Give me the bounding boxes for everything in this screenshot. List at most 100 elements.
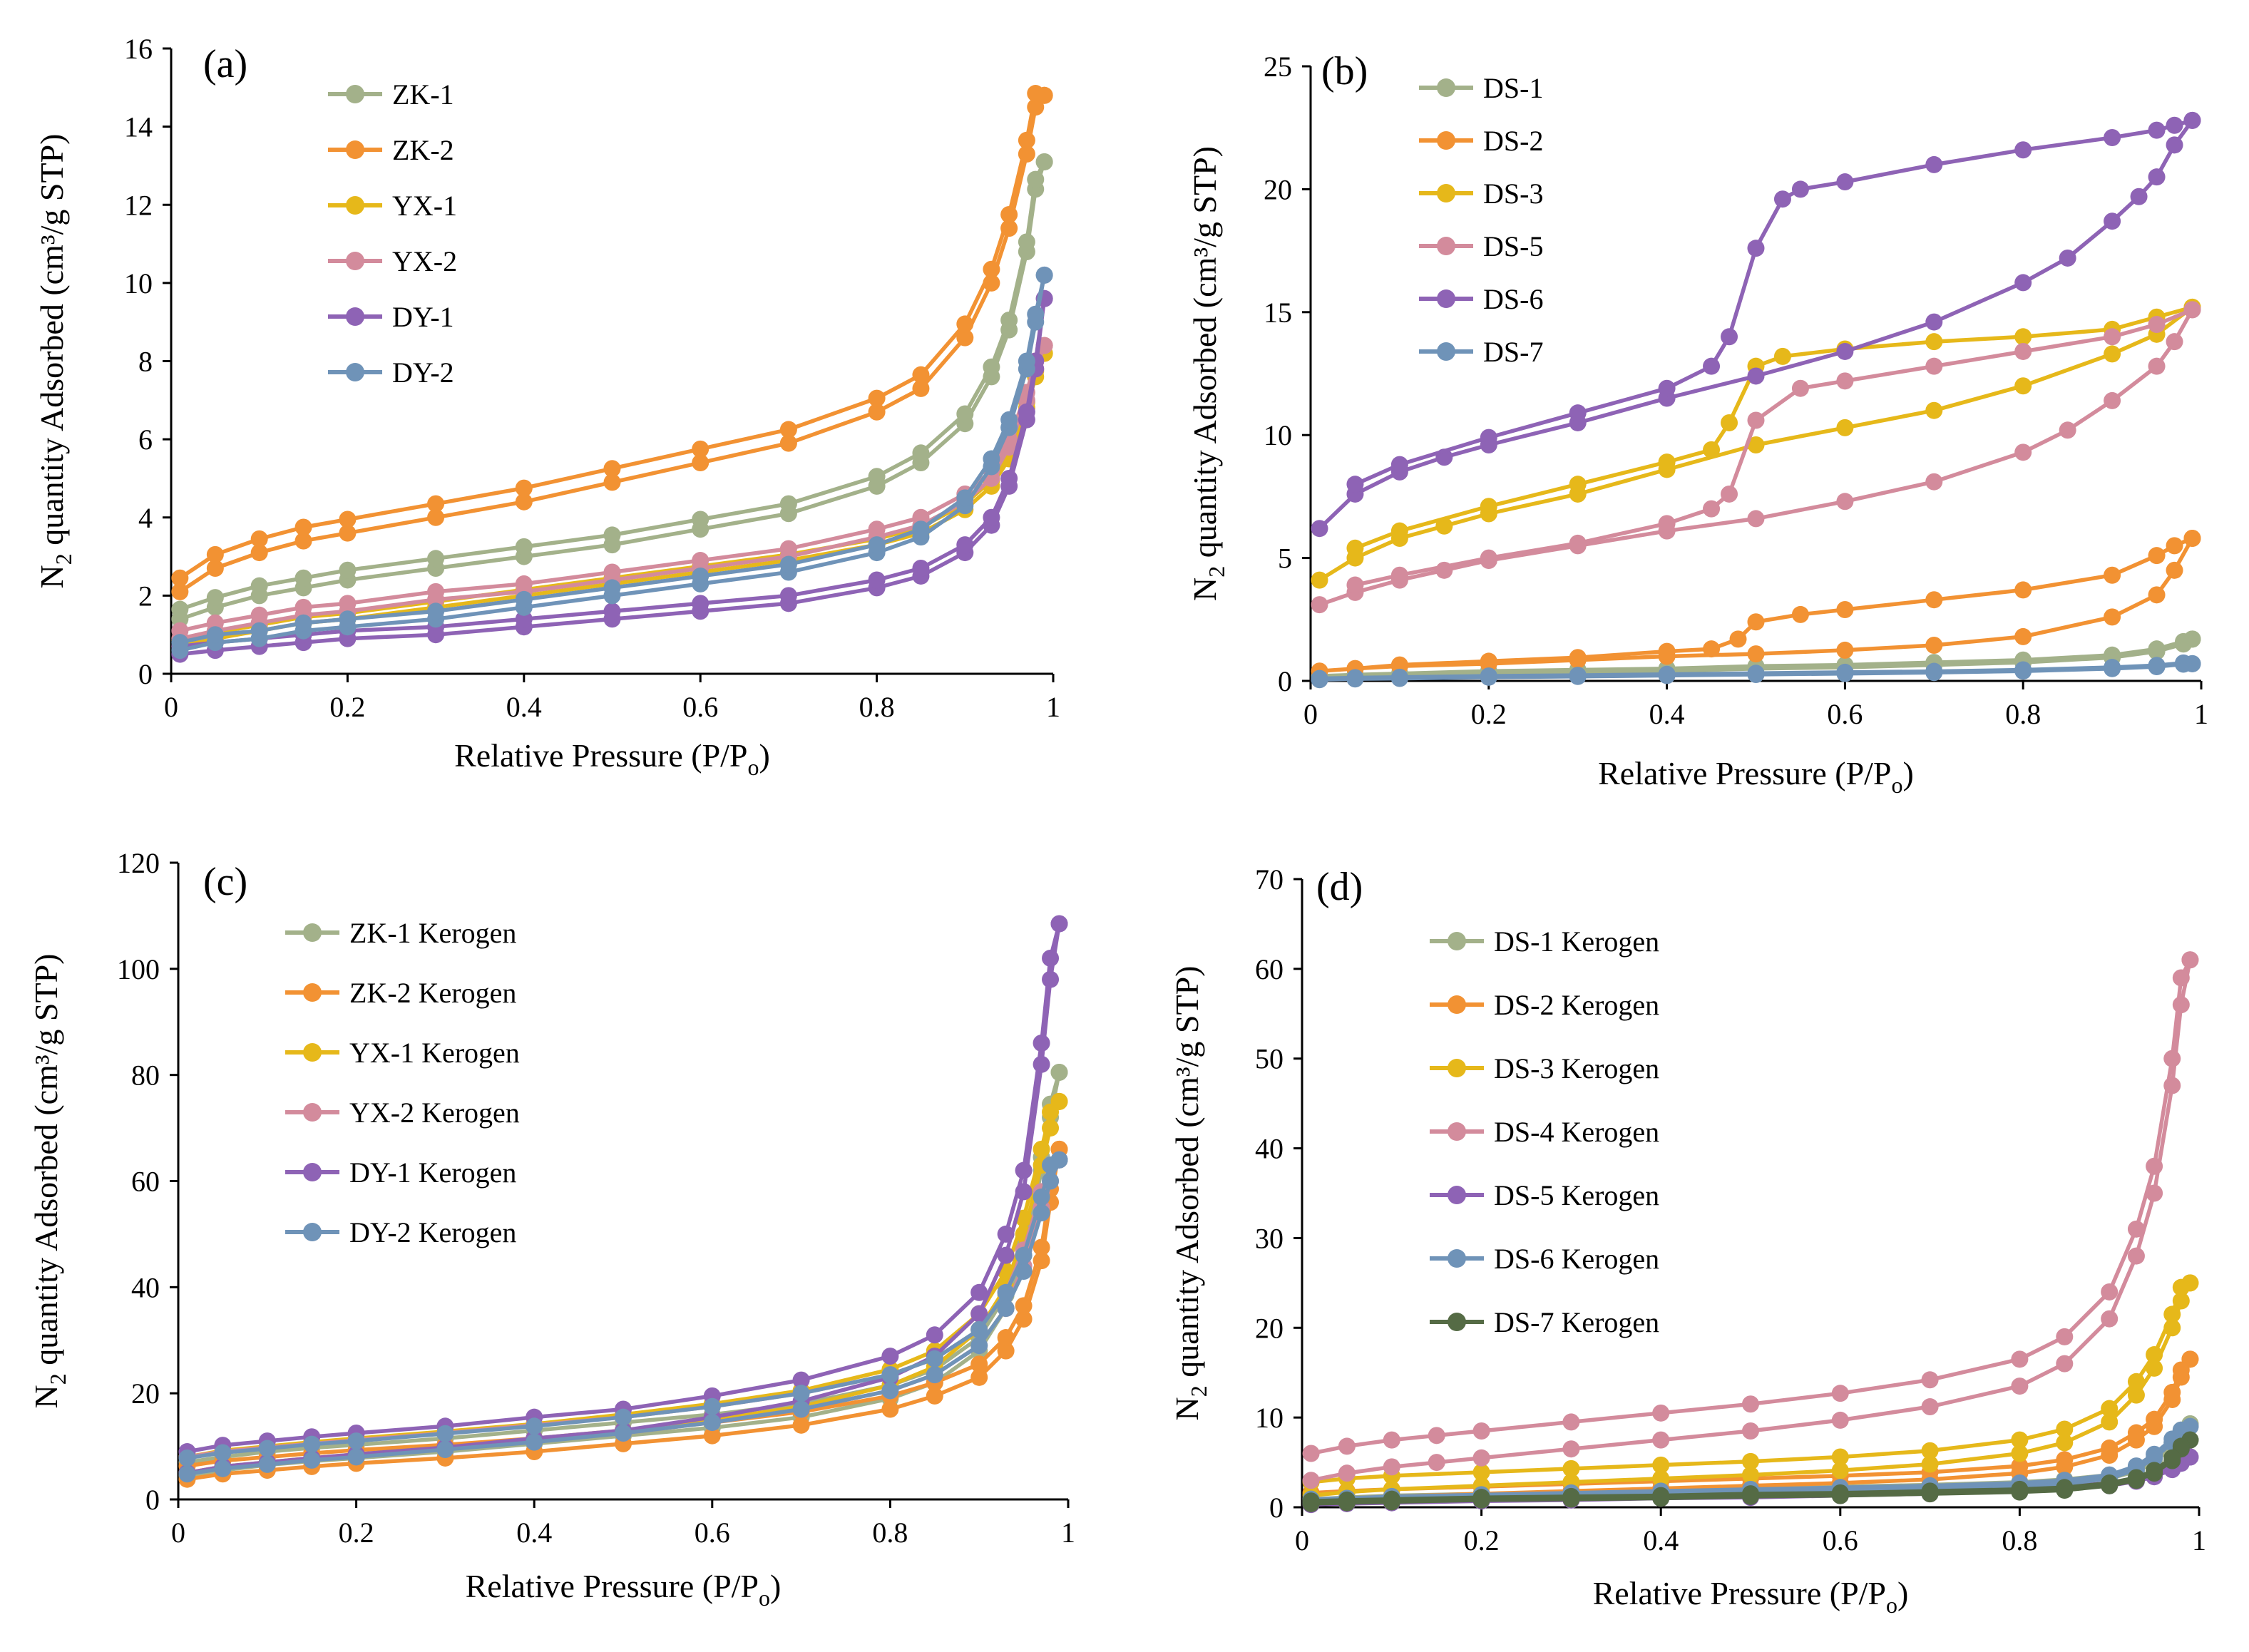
data-point	[178, 1465, 196, 1483]
data-point	[868, 520, 886, 538]
x-tick-label: 0	[1295, 1524, 1309, 1556]
x-tick-label: 0	[1303, 698, 1318, 730]
series-6	[1302, 1431, 2199, 1512]
data-point	[171, 622, 189, 640]
data-point	[1042, 1103, 1060, 1121]
y-tick-label: 60	[1255, 953, 1284, 985]
data-point	[2183, 301, 2201, 319]
data-point	[912, 366, 930, 384]
data-point	[2148, 357, 2166, 375]
y-tick-label: 2	[138, 580, 153, 612]
legend-label: ZK-2 Kerogen	[349, 977, 516, 1009]
data-point	[1390, 456, 1408, 473]
data-point	[1000, 311, 1018, 329]
data-point	[526, 1417, 543, 1435]
desorption-line	[1308, 958, 2193, 1456]
panel-label: (a)	[203, 42, 247, 86]
legend-label: YX-1	[392, 190, 457, 222]
data-point	[2146, 1184, 2163, 1202]
data-point	[1652, 1431, 1670, 1449]
y-tick-label: 25	[1264, 51, 1292, 83]
data-point	[2146, 1445, 2163, 1463]
data-point	[515, 590, 533, 608]
y-tick-label: 6	[138, 424, 153, 456]
series-5	[171, 266, 1053, 660]
data-point	[1925, 401, 1943, 419]
data-point	[339, 610, 357, 628]
data-point	[1015, 1297, 1033, 1315]
data-point	[1747, 367, 1765, 385]
y-tick-label: 60	[131, 1166, 160, 1198]
data-point	[1921, 1455, 1939, 1473]
data-point	[1703, 441, 1721, 458]
data-point	[983, 508, 1000, 526]
legend-label: DY-1 Kerogen	[349, 1156, 516, 1189]
data-point	[1311, 669, 1328, 687]
data-point	[703, 1427, 721, 1445]
data-point	[603, 460, 621, 478]
legend-marker	[303, 923, 322, 942]
data-point	[997, 1246, 1015, 1264]
data-point	[1480, 652, 1497, 670]
data-point	[1925, 591, 1943, 609]
x-tick-label: 0.2	[329, 691, 365, 723]
data-point	[347, 1448, 365, 1466]
data-point	[2183, 530, 2201, 548]
data-point	[603, 579, 621, 597]
data-point	[2056, 1328, 2074, 1345]
data-point	[779, 434, 797, 452]
data-point	[1428, 1427, 1445, 1445]
data-point	[2056, 1420, 2074, 1438]
data-point	[1921, 1398, 1939, 1416]
data-point	[615, 1424, 632, 1442]
data-point	[792, 1371, 810, 1389]
data-point	[1338, 1491, 1356, 1509]
data-point	[970, 1355, 988, 1373]
y-tick-label: 50	[1255, 1043, 1284, 1075]
data-point	[997, 1283, 1015, 1301]
data-point	[912, 508, 930, 526]
data-point	[603, 563, 621, 581]
data-point	[1721, 414, 1738, 431]
data-point	[779, 555, 797, 573]
data-point	[692, 454, 709, 472]
y-tick-label: 20	[1264, 173, 1292, 205]
data-point	[1569, 667, 1587, 684]
data-point	[2059, 421, 2076, 439]
y-tick-label: 100	[117, 953, 160, 985]
x-tick-label: 0.6	[1827, 698, 1863, 730]
data-point	[1742, 1395, 1759, 1413]
data-point	[1747, 411, 1765, 429]
data-point	[214, 1459, 232, 1477]
legend-marker	[1448, 995, 1466, 1014]
legend-marker	[1448, 932, 1466, 950]
x-tick-label: 0.6	[682, 691, 718, 723]
data-point	[912, 379, 930, 397]
legend-marker	[1448, 1122, 1466, 1141]
desorption-line	[178, 91, 1047, 580]
y-axis-title: N2 quantity Adsorbed (cm³/g STP)	[34, 134, 76, 589]
data-point	[603, 602, 621, 620]
data-point	[2104, 328, 2121, 346]
data-point	[1836, 601, 1854, 619]
data-point	[1925, 357, 1943, 375]
data-point	[2148, 586, 2166, 604]
legend-marker	[346, 307, 364, 326]
data-point	[2056, 1355, 2074, 1373]
data-point	[1703, 357, 1721, 375]
data-point	[2183, 111, 2201, 129]
data-point	[926, 1326, 943, 1344]
data-point	[2014, 377, 2032, 395]
data-point	[2104, 659, 2121, 677]
adsorption-line	[1317, 118, 2195, 530]
data-point	[1703, 500, 1721, 518]
data-point	[1050, 1063, 1068, 1081]
data-point	[2166, 537, 2183, 555]
data-point	[2163, 1305, 2181, 1323]
data-point	[515, 575, 533, 592]
legend-label: DS-3 Kerogen	[1494, 1052, 1659, 1084]
data-point	[2011, 1431, 2029, 1449]
series-4	[1311, 111, 2201, 538]
data-point	[2101, 1283, 2119, 1300]
legend-marker	[303, 983, 322, 1002]
